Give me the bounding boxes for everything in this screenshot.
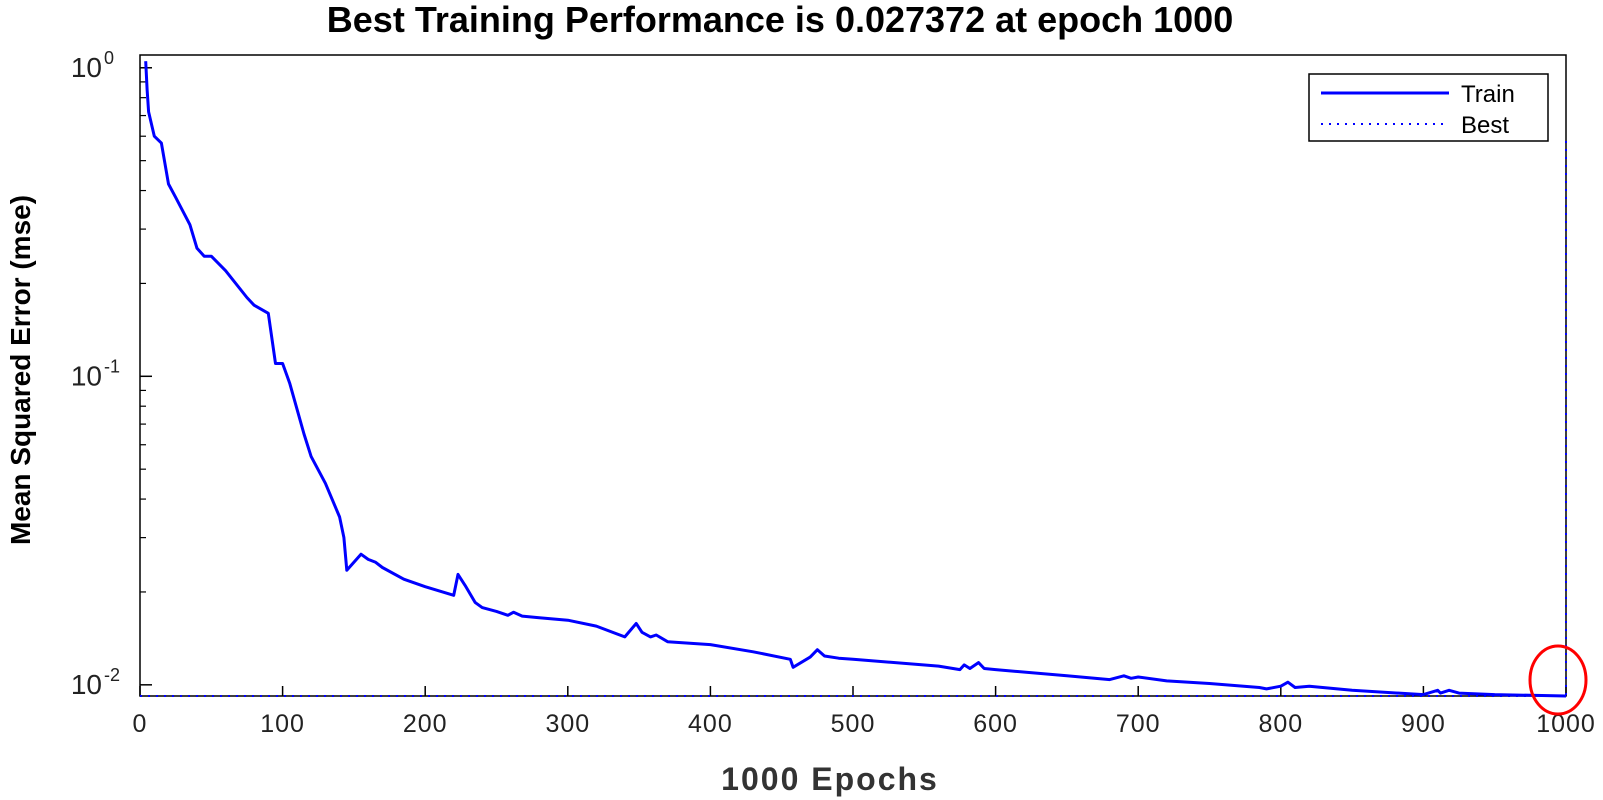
x-tick-label: 800 [1258,710,1303,738]
y-tick-exponent: -2 [104,665,120,685]
y-tick-label: 10 -1 [71,356,120,391]
plot-area [139,54,1567,697]
x-tick-label: 500 [831,710,876,738]
x-axis-label: 1000 Epochs [721,761,939,797]
legend: Train Best [1308,73,1549,142]
legend-train-label: Train [1461,81,1515,108]
x-tick-label: 700 [1116,710,1161,738]
x-tick-label: 900 [1401,710,1446,738]
y-axis-label: Mean Squared Error (mse) [5,195,36,545]
x-tick-label: 400 [688,710,733,738]
train-series-line [144,61,1567,698]
x-axis-ticks: 0 100 200 300 400 500 600 700 800 900 1000 [133,686,1596,738]
legend-best-label: Best [1461,112,1509,139]
y-tick-exponent: -1 [104,356,120,376]
y-tick-base: 10 [71,360,102,391]
x-tick-label: 100 [260,710,305,738]
x-tick-label: 0 [133,710,148,738]
x-tick-label: 200 [403,710,448,738]
y-tick-label: 10 0 [71,48,114,83]
x-tick-label: 600 [973,710,1018,738]
y-tick-exponent: 0 [104,48,114,68]
annotation-circle [1528,644,1588,716]
y-tick-base: 10 [71,669,102,700]
series-layer [140,61,1567,698]
x-tick-label: 300 [545,710,590,738]
x-tick-label: 1000 [1536,710,1596,738]
chart-title: Best Training Performance is 0.027372 at… [327,0,1233,40]
legend-box [1308,73,1549,142]
y-tick-label: 10 -2 [71,665,120,700]
y-tick-base: 10 [71,52,102,83]
